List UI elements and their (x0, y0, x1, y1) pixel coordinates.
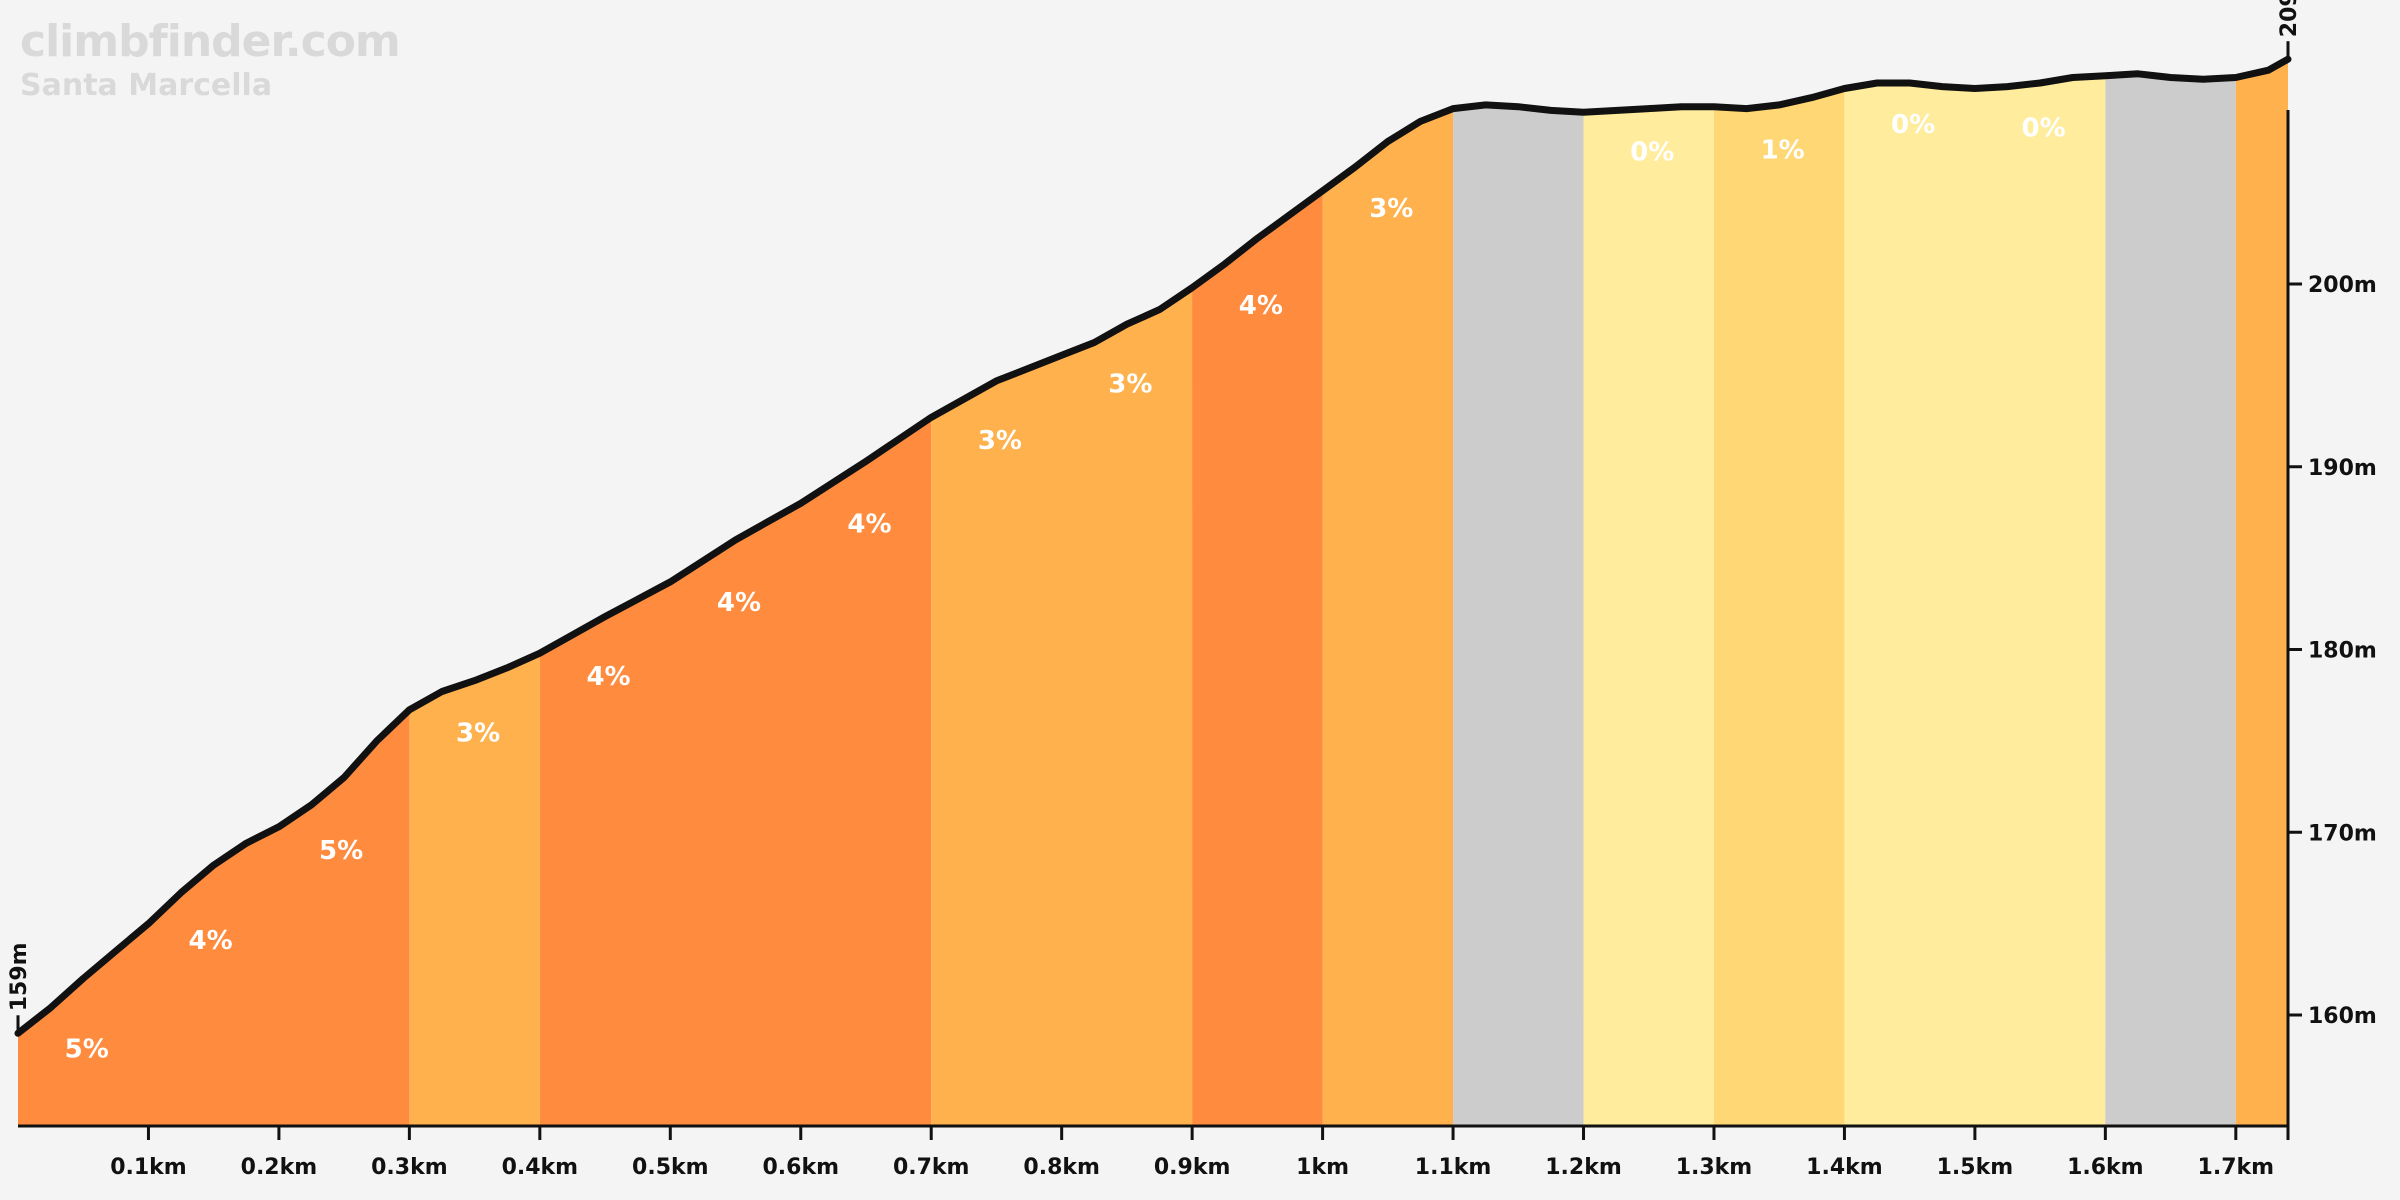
x-tick-label: 0.6km (762, 1155, 839, 1180)
grade-label: 0% (2022, 114, 2066, 144)
grade-label: 1% (1761, 136, 1805, 166)
grade-band-5 (1322, 108, 1454, 1127)
x-tick-label: 0.5km (632, 1155, 709, 1180)
grade-label: 3% (456, 719, 500, 749)
x-tick-label: 1.6km (2067, 1155, 2144, 1180)
grade-label: 3% (1108, 369, 1152, 399)
grade-band-6 (1453, 104, 1584, 1126)
grade-band-3 (931, 287, 1193, 1126)
y-tick-label: 160m (2308, 1004, 2377, 1029)
grade-band-9 (1844, 75, 2106, 1127)
y-tick-label: 180m (2308, 639, 2377, 664)
grade-label: 3% (1369, 194, 1413, 224)
climb-title: Santa Marcella (20, 68, 273, 103)
x-tick-label: 0.3km (371, 1155, 448, 1180)
y-tick-label: 190m (2308, 456, 2377, 481)
grade-label: 4% (847, 509, 891, 539)
grade-label: 4% (586, 662, 630, 692)
brand-logo[interactable]: climbfinder.com (20, 16, 401, 67)
x-tick-label: 0.7km (893, 1155, 970, 1180)
grade-label: 4% (717, 588, 761, 618)
grade-label: 3% (978, 426, 1022, 456)
x-tick-label: 1.7km (2198, 1155, 2275, 1180)
grade-label: 0% (1891, 110, 1935, 140)
y-tick-label: 200m (2308, 273, 2377, 298)
x-tick-label: 1.5km (1937, 1155, 2014, 1180)
grade-label: 5% (65, 1035, 109, 1065)
grade-bands (18, 59, 2288, 1127)
x-tick-label: 0.9km (1154, 1155, 1231, 1180)
profile-line (14, 55, 2292, 1037)
grade-label: 4% (189, 926, 233, 956)
grade-band-2 (539, 417, 932, 1126)
axes: 0.1km 0.2km 0.3km 0.4km 0.5km 0.6km 0.7km 0.8km… (7, 0, 2377, 1180)
grade-band-7 (1583, 106, 1714, 1126)
x-tick-label: 0.8km (1023, 1155, 1100, 1180)
grade-labels: 5% 3% 4% 3% 4% 3% 0% 1% 0% 4% 5% 4% 4% 3% 0% (65, 110, 2066, 1065)
x-tick-label: 0.1km (110, 1155, 187, 1180)
grade-band-4 (1192, 190, 1323, 1127)
grade-label: 0% (1630, 137, 1674, 167)
grade-band-0 (18, 709, 410, 1126)
grade-band-11 (2235, 59, 2288, 1127)
grade-band-1 (409, 653, 540, 1126)
end-elevation-label: 209m (2277, 0, 2302, 37)
start-elevation-label: 159m (7, 942, 32, 1011)
x-tick-label: 1km (1296, 1155, 1349, 1180)
x-tick-label: 0.2km (241, 1155, 318, 1180)
y-tick-label: 170m (2308, 821, 2377, 846)
x-tick-label: 0.4km (502, 1155, 579, 1180)
x-tick-label: 1.4km (1806, 1155, 1883, 1180)
x-tick-label: 1.3km (1676, 1155, 1753, 1180)
grade-label: 4% (1239, 291, 1283, 321)
grade-label: 5% (319, 836, 363, 866)
grade-band-8 (1713, 88, 1845, 1126)
grade-band-10 (2105, 73, 2236, 1126)
x-tick-label: 1.1km (1415, 1155, 1492, 1180)
x-tick-label: 1.2km (1545, 1155, 1622, 1180)
